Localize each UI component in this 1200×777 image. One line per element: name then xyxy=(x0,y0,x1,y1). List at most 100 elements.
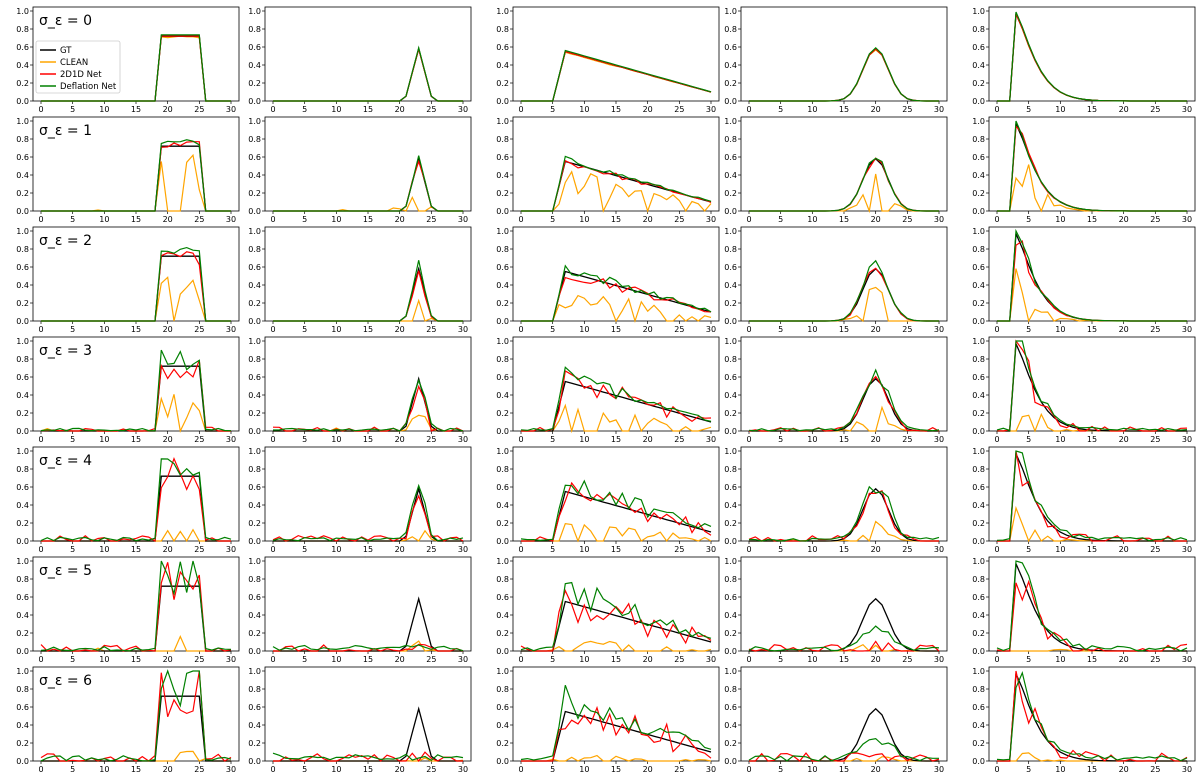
y-tick-label: 0.6 xyxy=(16,263,29,272)
x-tick-label: 0 xyxy=(270,545,275,554)
x-tick-label: 20 xyxy=(871,105,881,114)
x-tick-label: 10 xyxy=(579,655,589,664)
y-tick-label: 0.8 xyxy=(496,245,509,254)
x-tick-label: 20 xyxy=(1119,435,1129,444)
y-tick-label: 1.0 xyxy=(16,557,29,566)
y-tick-label: 0.4 xyxy=(248,171,261,180)
x-tick-label: 20 xyxy=(395,545,405,554)
x-tick-label: 25 xyxy=(426,435,436,444)
y-tick-label: 1.0 xyxy=(724,227,737,236)
x-tick-label: 20 xyxy=(163,545,173,554)
series-deflation-net xyxy=(272,752,464,762)
panel-r3-c1: 0.0 0.2 0.4 0.6 0.8 1.0 0 5 10 15 20 25 30 xyxy=(248,336,472,444)
y-tick-label: 0.8 xyxy=(16,25,29,34)
y-tick-label: 1.0 xyxy=(496,667,509,676)
series-gt xyxy=(997,563,1187,652)
y-tick-label: 0.4 xyxy=(496,501,509,510)
x-tick-label: 30 xyxy=(1182,215,1192,224)
y-tick-label: 0.2 xyxy=(16,409,29,418)
y-tick-label: 0.2 xyxy=(16,79,29,88)
series-gt xyxy=(273,156,463,212)
panel-r1-c1: 0.0 0.2 0.4 0.6 0.8 1.0 0 5 10 15 20 25 30 xyxy=(248,116,472,224)
row-label: σ_ε = 2 xyxy=(39,233,92,249)
y-tick-label: 0.0 xyxy=(972,427,985,436)
series-clean xyxy=(521,170,712,213)
y-tick-label: 0.6 xyxy=(16,153,29,162)
series-2d1d-net xyxy=(272,384,464,432)
series-clean xyxy=(273,46,463,102)
panel-r0-c4: 0.0 0.2 0.4 0.6 0.8 1.0 0 5 10 15 20 25 30 xyxy=(972,6,1196,114)
x-tick-label: 0 xyxy=(38,655,43,664)
y-tick-label: 0.4 xyxy=(724,611,737,620)
legend-label: 2D1D Net xyxy=(60,70,102,80)
y-tick-label: 0.8 xyxy=(724,575,737,584)
y-tick-label: 0.8 xyxy=(724,355,737,364)
x-tick-label: 10 xyxy=(1055,435,1065,444)
x-tick-label: 30 xyxy=(1182,435,1192,444)
y-tick-label: 0.2 xyxy=(16,629,29,638)
y-tick-label: 0.0 xyxy=(496,97,509,106)
series-deflation-net xyxy=(749,157,939,212)
x-tick-label: 10 xyxy=(99,655,109,664)
series-2d1d-net xyxy=(749,752,940,762)
y-tick-label: 1.0 xyxy=(248,337,261,346)
x-tick-label: 0 xyxy=(994,105,999,114)
x-tick-label: 10 xyxy=(807,325,817,334)
y-tick-label: 0.0 xyxy=(724,757,737,766)
y-tick-label: 0.0 xyxy=(16,647,29,656)
x-tick-label: 5 xyxy=(302,215,307,224)
y-tick-label: 0.2 xyxy=(16,739,29,748)
y-tick-label: 0.0 xyxy=(496,207,509,216)
panel-frame xyxy=(512,446,720,542)
x-tick-label: 0 xyxy=(994,765,999,774)
y-tick-label: 0.4 xyxy=(248,501,261,510)
series-gt xyxy=(521,270,712,322)
y-tick-label: 0.4 xyxy=(496,391,509,400)
y-tick-label: 0.4 xyxy=(724,721,737,730)
y-tick-label: 0.6 xyxy=(496,153,509,162)
y-tick-label: 0.4 xyxy=(724,391,737,400)
y-tick-label: 0.2 xyxy=(16,189,29,198)
y-tick-label: 0.4 xyxy=(972,281,985,290)
panel-frame xyxy=(512,226,720,322)
y-tick-label: 0.6 xyxy=(972,43,985,52)
x-tick-label: 10 xyxy=(99,545,109,554)
x-tick-label: 15 xyxy=(363,435,373,444)
panel-r2-c1: 0.0 0.2 0.4 0.6 0.8 1.0 0 5 10 15 20 25 30 xyxy=(248,226,472,334)
x-tick-label: 20 xyxy=(163,215,173,224)
x-tick-label: 20 xyxy=(643,435,653,444)
y-tick-label: 0.2 xyxy=(972,79,985,88)
x-tick-label: 30 xyxy=(934,655,944,664)
legend-label: GT xyxy=(60,46,72,56)
x-tick-label: 0 xyxy=(38,545,43,554)
y-tick-label: 0.2 xyxy=(248,79,261,88)
series-gt xyxy=(273,266,463,322)
x-tick-label: 15 xyxy=(611,105,621,114)
x-tick-label: 15 xyxy=(1087,105,1097,114)
x-tick-label: 20 xyxy=(643,325,653,334)
y-tick-label: 0.6 xyxy=(972,703,985,712)
panel-frame xyxy=(264,556,472,652)
series-gt xyxy=(521,160,712,212)
x-tick-label: 5 xyxy=(550,105,555,114)
x-tick-label: 0 xyxy=(38,105,43,114)
x-tick-label: 0 xyxy=(518,215,523,224)
panel-r5-c2: 0.0 0.2 0.4 0.6 0.8 1.0 0 5 10 15 20 25 30 xyxy=(496,556,720,664)
y-tick-label: 0.2 xyxy=(248,189,261,198)
series-gt xyxy=(273,376,463,432)
series-2d1d-net xyxy=(521,159,712,212)
x-tick-label: 10 xyxy=(99,435,109,444)
x-tick-label: 10 xyxy=(807,105,817,114)
y-tick-label: 0.8 xyxy=(972,575,985,584)
x-tick-label: 5 xyxy=(778,105,783,114)
x-tick-label: 0 xyxy=(746,105,751,114)
x-tick-label: 15 xyxy=(839,655,849,664)
y-tick-label: 0.8 xyxy=(496,25,509,34)
y-tick-label: 1.0 xyxy=(248,7,261,16)
x-tick-label: 30 xyxy=(226,655,236,664)
y-tick-label: 0.0 xyxy=(16,757,29,766)
panel-r1-c4: 0.0 0.2 0.4 0.6 0.8 1.0 0 5 10 15 20 25 30 xyxy=(972,116,1196,224)
x-tick-label: 30 xyxy=(706,325,716,334)
x-tick-label: 15 xyxy=(131,655,141,664)
